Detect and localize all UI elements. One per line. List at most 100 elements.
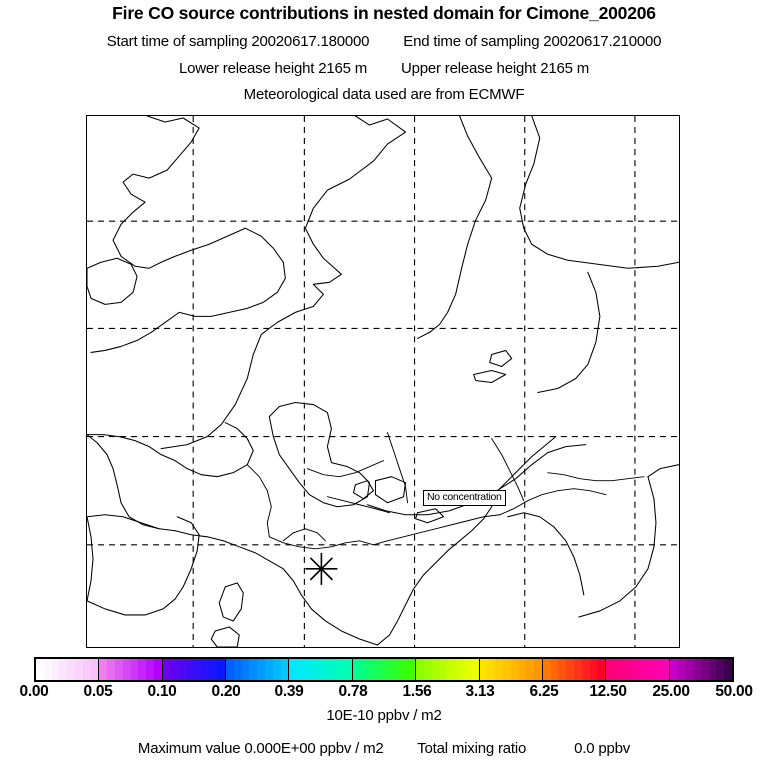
colorbar-segment-5 xyxy=(352,659,417,680)
coastline-italy-adriatic xyxy=(376,492,497,646)
coastline-iberia-west xyxy=(87,516,94,602)
coastline-england-east xyxy=(178,227,286,317)
coastline-denmark-jutland xyxy=(268,402,371,508)
border-central-europe xyxy=(306,460,384,478)
colorbar-step xyxy=(724,659,732,680)
colorbar-step xyxy=(201,659,210,680)
coastline-balkans-south xyxy=(507,512,585,596)
colorbar-step xyxy=(495,659,503,680)
colorbar-step xyxy=(368,659,377,680)
colorbar-tick-8: 6.25 xyxy=(529,683,559,700)
colorbar-step xyxy=(130,659,139,680)
border-austria-hungary xyxy=(373,514,501,546)
colorbar-tick-10: 25.00 xyxy=(652,683,690,700)
border-romania-north xyxy=(547,472,645,482)
colorbar-step xyxy=(660,659,669,680)
colorbar-step xyxy=(272,659,281,680)
coastlines xyxy=(87,116,679,647)
border-germany-poland xyxy=(387,432,409,504)
colorbar-step xyxy=(542,659,551,680)
colorbar-step xyxy=(479,659,488,680)
colorbar-step xyxy=(606,659,615,680)
met-data-label: Meteorological data used are from ECMWF xyxy=(243,86,525,103)
island-sardinia xyxy=(210,626,240,647)
border-swiss xyxy=(282,528,326,542)
border-alps xyxy=(268,536,374,550)
total-mixing-ratio-value: 0.0 ppbv xyxy=(574,740,631,757)
colorbar-step xyxy=(685,659,693,680)
colorbar-step xyxy=(716,659,725,680)
colorbar-segment-7 xyxy=(479,659,543,680)
colorbar-tick-9: 12.50 xyxy=(589,683,627,700)
coastline-finland-baltic xyxy=(519,116,679,269)
border-czech xyxy=(326,496,390,514)
border-poland-east xyxy=(491,438,525,502)
colorbar-step xyxy=(344,659,352,680)
colorbar-step xyxy=(510,659,519,680)
country-borders xyxy=(246,432,645,550)
coastline-iberia-north xyxy=(87,514,160,530)
colorbar-step xyxy=(43,659,52,680)
colorbar-step xyxy=(59,659,68,680)
colorbar-step xyxy=(621,659,630,680)
border-france-east xyxy=(246,464,272,538)
colorbar-step xyxy=(162,659,171,680)
colorbar-step xyxy=(534,659,542,680)
colorbar-step xyxy=(233,659,242,680)
colorbar-step xyxy=(249,659,258,680)
border-hungary-east xyxy=(499,488,607,516)
colorbar-step xyxy=(107,659,115,680)
map-panel[interactable]: No concentration 2 xyxy=(86,115,680,648)
island-corsica xyxy=(218,582,244,622)
marker-ray-diag-b xyxy=(309,557,333,581)
colorbar-step xyxy=(376,659,384,680)
colorbar[interactable] xyxy=(34,657,734,682)
colorbar-unit-label: 10E-10 ppbv / m2 xyxy=(326,707,442,724)
colorbar-step xyxy=(265,659,273,680)
colorbar-step xyxy=(67,659,75,680)
island-oland xyxy=(473,369,507,384)
coastline-britain-south xyxy=(90,311,180,353)
colorbar-step xyxy=(178,659,187,680)
colorbar-tick-6: 1.56 xyxy=(402,683,432,700)
colorbar-step xyxy=(360,659,369,680)
colorbar-step xyxy=(581,659,590,680)
colorbar-step xyxy=(399,659,408,680)
end-time-label: End time of sampling 20020617.210000 xyxy=(403,33,662,50)
colorbar-segment-4 xyxy=(289,659,353,680)
coastline-ireland xyxy=(87,257,138,305)
release-site-marker xyxy=(305,552,338,585)
colorbar-step xyxy=(653,659,661,680)
colorbar-step xyxy=(51,659,60,680)
coastline-france-channel xyxy=(87,434,162,456)
footer-stats: Maximum value 0.000E+00 ppbv / m2 Total … xyxy=(0,740,768,757)
colorbar-step xyxy=(336,659,345,680)
colorbar-step xyxy=(82,659,91,680)
no-concentration-label: No concentration xyxy=(423,490,506,506)
start-time-label: Start time of sampling 20020617.180000 xyxy=(106,33,370,50)
coastline-black-sea xyxy=(578,476,657,618)
colorbar-step xyxy=(629,659,638,680)
colorbar-step xyxy=(407,659,416,680)
colorbar-step xyxy=(700,659,709,680)
colorbar-step xyxy=(280,659,289,680)
lower-release-height-label: Lower release height 2165 m xyxy=(178,60,368,77)
colorbar-step xyxy=(518,659,527,680)
colorbar-step xyxy=(36,659,44,680)
colorbar-step xyxy=(138,659,147,680)
colorbar-tick-11: 50.00 xyxy=(715,683,753,700)
colorbar-step xyxy=(487,659,496,680)
colorbar-step xyxy=(383,659,392,680)
coastline-france-atlantic xyxy=(87,434,176,532)
colorbar-tick-2: 0.10 xyxy=(147,683,177,700)
coastline-lowlands xyxy=(160,422,254,478)
colorbar-step xyxy=(708,659,717,680)
coastline-iberia-south xyxy=(87,586,184,616)
coastline-se-corner xyxy=(647,464,679,478)
colorbar-step xyxy=(297,659,306,680)
colorbar-step xyxy=(470,659,479,680)
colorbar-step xyxy=(74,659,83,680)
colorbar-step xyxy=(186,659,194,680)
colorbar-step xyxy=(257,659,266,680)
